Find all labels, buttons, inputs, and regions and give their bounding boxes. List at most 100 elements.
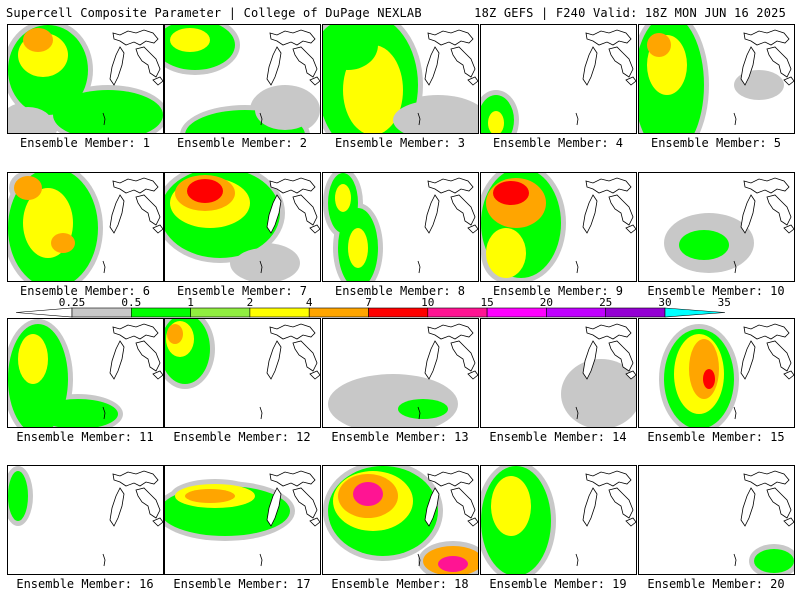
member-map-panel xyxy=(638,24,795,134)
scp-field xyxy=(8,107,53,133)
great-lakes-outline xyxy=(582,470,636,527)
scp-field xyxy=(754,549,794,573)
map-svg xyxy=(664,177,794,274)
lake-fragment xyxy=(259,112,263,126)
great-lakes-outline xyxy=(424,177,478,234)
map-svg xyxy=(323,25,478,133)
lake-fragment xyxy=(102,406,106,420)
great-lakes-outline xyxy=(109,29,163,86)
member-label: Ensemble Member: 12 xyxy=(173,430,311,444)
member-label: Ensemble Member: 5 xyxy=(650,136,782,150)
member-map-panel xyxy=(638,318,795,428)
scp-field xyxy=(393,100,478,133)
great-lakes-outline xyxy=(582,29,636,86)
member-label: Ensemble Member: 18 xyxy=(331,577,469,591)
scp-field xyxy=(486,228,526,278)
lake-fragment xyxy=(102,112,106,126)
member-map-panel xyxy=(322,465,479,575)
map-svg xyxy=(481,466,636,574)
scp-field xyxy=(187,179,223,203)
lake-fragment xyxy=(259,553,263,567)
member-label: Ensemble Member: 6 xyxy=(19,284,151,298)
great-lakes-outline xyxy=(424,323,478,380)
member-map-panel xyxy=(7,318,164,428)
lake-fragment xyxy=(733,406,737,420)
run-info: 18Z GEFS | F240 Valid: 18Z MON JUN 16 20… xyxy=(474,6,786,20)
member-map-panel xyxy=(638,465,795,575)
great-lakes-outline xyxy=(740,470,794,527)
great-lakes-outline xyxy=(582,323,636,380)
scp-field xyxy=(235,248,295,278)
great-lakes-outline xyxy=(266,29,320,86)
member-map-panel xyxy=(164,172,321,282)
map-svg xyxy=(639,25,794,133)
map-svg xyxy=(481,173,636,281)
legend-tick-label: 30 xyxy=(658,296,672,309)
member-label: Ensemble Member: 13 xyxy=(331,430,469,444)
scp-field xyxy=(14,176,42,200)
legend-tick-label: 25 xyxy=(599,296,613,309)
member-map-panel xyxy=(638,172,795,282)
scp-field xyxy=(23,28,53,52)
lake-fragment xyxy=(733,112,737,126)
member-label: Ensemble Member: 7 xyxy=(176,284,308,298)
legend-color-bin xyxy=(190,307,251,318)
member-map-panel xyxy=(322,318,479,428)
lake-fragment xyxy=(102,553,106,567)
member-label: Ensemble Member: 8 xyxy=(334,284,466,298)
map-svg xyxy=(323,466,478,574)
great-lakes-outline xyxy=(740,323,794,380)
member-label: Ensemble Member: 3 xyxy=(334,136,466,150)
map-svg xyxy=(8,173,163,281)
scp-field xyxy=(679,230,729,260)
scp-field xyxy=(438,556,468,572)
legend-tick-label: 1 xyxy=(187,296,194,309)
great-lakes-outline xyxy=(266,470,320,527)
lake-fragment xyxy=(733,553,737,567)
member-label: Ensemble Member: 2 xyxy=(176,136,308,150)
scp-field xyxy=(566,364,636,424)
member-label: Ensemble Member: 15 xyxy=(647,430,785,444)
legend-color-bin xyxy=(131,307,191,318)
scp-field xyxy=(51,233,75,253)
lake-fragment xyxy=(259,406,263,420)
scp-field xyxy=(493,181,529,205)
map-title: Supercell Composite Parameter | College … xyxy=(6,6,422,20)
member-map-panel xyxy=(164,318,321,428)
color-scale-legend xyxy=(15,307,726,318)
member-map-panel xyxy=(322,172,479,282)
member-label: Ensemble Member: 17 xyxy=(173,577,311,591)
scp-field xyxy=(323,25,378,70)
member-map-panel xyxy=(164,24,321,134)
scp-field xyxy=(353,482,383,506)
member-map-panel xyxy=(164,465,321,575)
lake-fragment xyxy=(417,553,421,567)
member-map-panel xyxy=(480,465,637,575)
scp-field xyxy=(167,324,183,344)
member-map-panel xyxy=(7,172,164,282)
scp-field xyxy=(38,399,118,427)
scp-field xyxy=(703,369,715,389)
scp-field xyxy=(8,471,28,521)
member-label: Ensemble Member: 14 xyxy=(489,430,627,444)
member-map-panel xyxy=(7,465,164,575)
legend-min-arrow xyxy=(15,307,73,318)
legend-color-bin xyxy=(427,307,488,318)
member-map-panel xyxy=(480,318,637,428)
lake-fragment xyxy=(575,406,579,420)
great-lakes-outline xyxy=(740,29,794,86)
scp-field xyxy=(348,228,368,268)
legend-color-bin xyxy=(308,307,369,318)
legend-tick-label: 10 xyxy=(421,296,435,309)
lake-fragment xyxy=(417,406,421,420)
scp-field xyxy=(647,33,671,57)
lake-fragment xyxy=(575,260,579,274)
legend-tick-label: 15 xyxy=(480,296,494,309)
lake-fragment xyxy=(575,553,579,567)
lake-fragment xyxy=(417,260,421,274)
member-map-panel xyxy=(7,24,164,134)
legend-tick-label: 0.25 xyxy=(58,296,86,309)
legend-tick-label: 20 xyxy=(539,296,554,309)
map-svg xyxy=(328,323,478,427)
scp-field xyxy=(398,399,448,419)
